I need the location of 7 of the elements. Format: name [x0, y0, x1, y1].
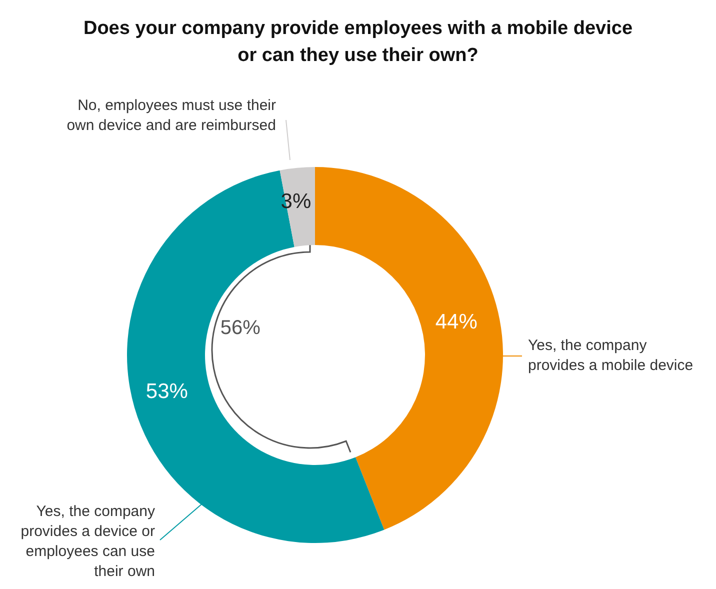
text: 56%	[220, 317, 261, 340]
slice-label: Yes, the company provides a device or employees can use their own	[20, 503, 156, 580]
data-label: 44%	[435, 310, 478, 334]
slice-label: No, employees must use their own device and are reimbursed	[66, 97, 276, 134]
slice-label: Yes, the company provides a mobile device	[528, 337, 694, 374]
data-label: 53%	[146, 380, 188, 404]
chart-title: Does your company provide employees with a mobile device or can they use their own?	[83, 18, 633, 66]
